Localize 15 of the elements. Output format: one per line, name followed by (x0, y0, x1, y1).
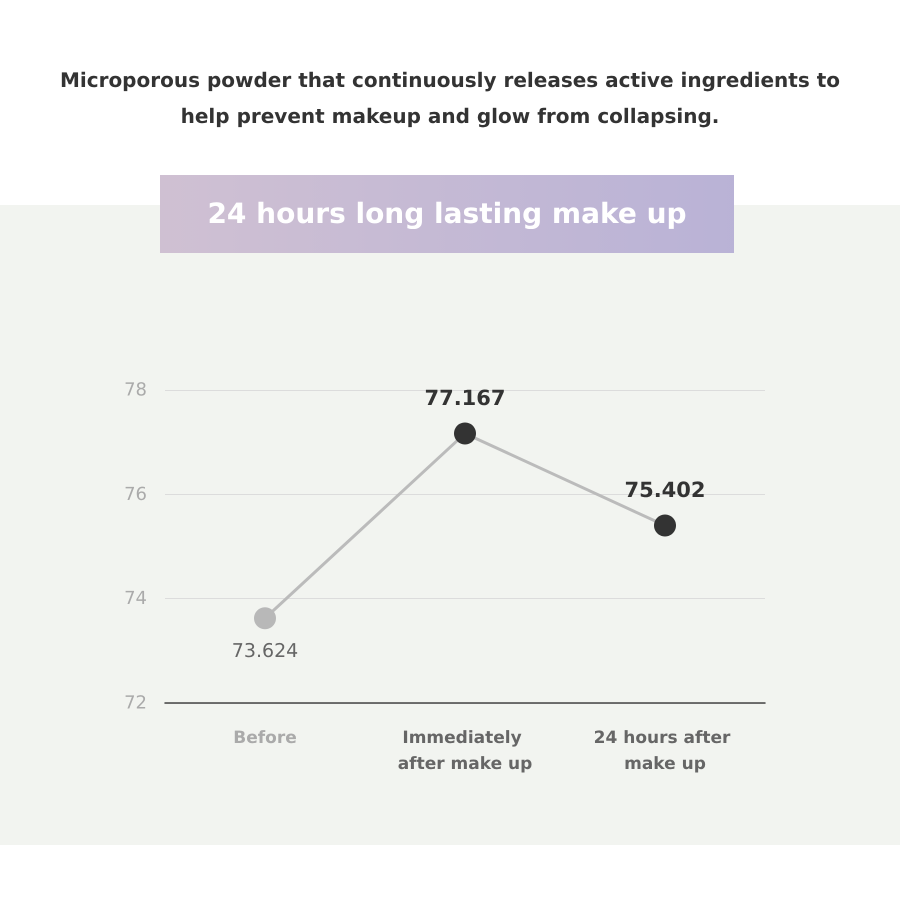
chart-title: 24 hours long lasting make up (160, 175, 734, 253)
data-label: 77.167 (424, 386, 506, 410)
point (654, 514, 676, 537)
x-tick-label: Immediately after make up (398, 728, 532, 774)
point (254, 607, 276, 630)
chart-subtitle: Microporous powder that continuously releases active ingredients to help prevent makeup and glow from collapsing. (58, 67, 842, 130)
y-tick-label: 74 (124, 588, 147, 610)
x-tick-label: 24 hours after make up (594, 728, 736, 774)
data-label: 73.624 (232, 640, 298, 662)
data-label: 75.402 (624, 478, 706, 502)
y-tick-label: 72 (124, 692, 147, 714)
y-tick-label: 78 (124, 380, 147, 400)
x-tick-label: Before (233, 728, 297, 748)
point (454, 422, 476, 444)
y-tick-label: 76 (124, 484, 147, 505)
